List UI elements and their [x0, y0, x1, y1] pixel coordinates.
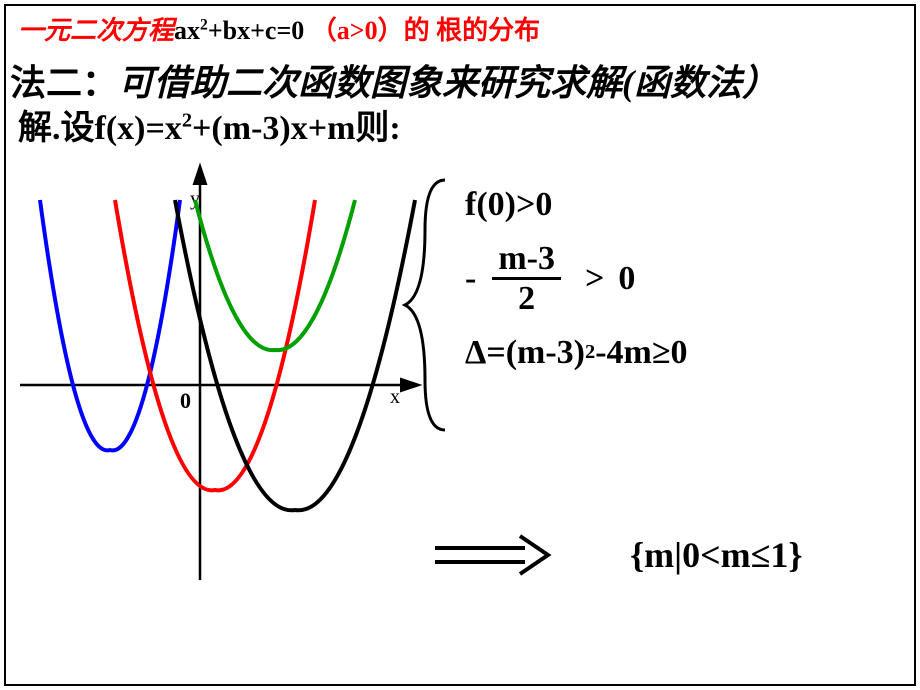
brace-icon [400, 175, 460, 435]
fn-post: +(m-3)x+m则: [192, 110, 401, 147]
cond3-post: -4m≥0 [595, 324, 687, 382]
condition-3: Δ=(m-3)2-4m≥0 [465, 324, 688, 382]
cond2-gt: > [585, 250, 604, 308]
cond1-text: f(0)>0 [465, 176, 552, 234]
curve-blue [40, 200, 180, 450]
curve-green [195, 200, 355, 350]
x-axis-label: x [390, 386, 400, 408]
condition-1: f(0)>0 [465, 176, 688, 234]
title-eq1: ax [174, 16, 200, 45]
title-eq2: +bx+c=0 [208, 16, 311, 45]
title-sup: 2 [200, 16, 208, 33]
implies-row: {m|0<m≤1} [430, 530, 803, 580]
cond3-pre: Δ=(m-3) [465, 324, 585, 382]
fn-sup: 2 [182, 110, 192, 132]
cond2-numerator: m-3 [492, 240, 561, 280]
parabola-graph: y x 0 [20, 160, 420, 580]
title-suffix: （a>0）的 根的分布 [311, 16, 540, 45]
origin-label: 0 [180, 388, 191, 413]
method-line: 法二：可借助二次函数图象来研究求解(函数法） [10, 54, 778, 106]
curve-black [175, 200, 415, 510]
conditions-block: f(0)>0 - m-3 2 > 0 Δ=(m-3)2-4m≥0 [465, 170, 688, 387]
method-desc: 可借助二次函数图象来研究求解(函数法） [118, 63, 778, 103]
curve-red [115, 200, 315, 490]
cond2-minus: - [465, 250, 476, 308]
graph-svg: y x 0 [20, 160, 420, 580]
cond2-zero: 0 [618, 250, 635, 308]
function-definition: 解.设f(x)=x2+(m-3)x+m则: [18, 100, 401, 149]
fn-pre: 解.设f(x)=x [18, 110, 182, 147]
cond2-fraction: m-3 2 [492, 240, 561, 318]
page-title: 一元二次方程ax2+bx+c=0 （a>0）的 根的分布 [18, 10, 540, 47]
method-label: 法二： [10, 63, 118, 103]
implies-arrow-icon [430, 530, 550, 580]
result-set: {m|0<m≤1} [630, 534, 803, 576]
title-prefix: 一元二次方程 [18, 16, 174, 45]
cond2-denominator: 2 [512, 280, 541, 317]
cond3-sup: 2 [585, 335, 595, 370]
condition-2: - m-3 2 > 0 [465, 240, 688, 318]
